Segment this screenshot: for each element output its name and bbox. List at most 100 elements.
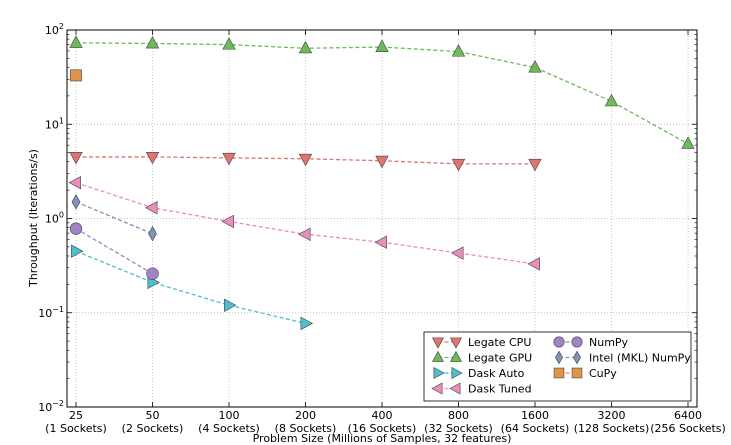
legend-label: Dask Auto — [468, 367, 525, 380]
x-tick-label: 25 — [69, 409, 83, 422]
data-point-legate-cpu — [375, 155, 389, 169]
y-tick-label: 101 — [45, 116, 64, 131]
data-point-dask-tuned — [68, 175, 81, 190]
data-point-intel-mkl-numpy — [148, 225, 157, 242]
data-point-dask-tuned — [298, 227, 311, 241]
series-layer — [68, 35, 695, 331]
legend-marker — [573, 350, 581, 365]
data-point-dask-tuned — [221, 214, 234, 229]
legend-marker — [555, 350, 563, 365]
legend-marker — [431, 382, 443, 395]
data-point-legate-cpu — [528, 158, 542, 172]
series-legate-gpu — [69, 35, 695, 149]
legend-label: Legate GPU — [468, 352, 532, 365]
legend-marker — [449, 382, 461, 395]
series-legate-cpu — [69, 151, 542, 172]
legend-marker — [449, 337, 463, 349]
legend-entry-dask-tuned: Dask Tuned — [431, 382, 532, 396]
y-axis-title: Throughput (Iterations/s) — [27, 149, 40, 288]
series-dask-tuned — [68, 175, 540, 271]
y-tick-label: 100 — [45, 211, 64, 226]
data-point-dask-tuned — [374, 235, 387, 249]
legend: Legate CPU Legate GPU Dask Auto Dask Tuned N… — [423, 331, 692, 402]
legend-marker — [571, 367, 583, 379]
series-numpy — [69, 222, 159, 280]
x-tick-sublabel: (8 Sockets) — [275, 422, 337, 435]
data-point-legate-cpu — [451, 158, 466, 172]
legend-label: NumPy — [589, 336, 629, 349]
series-line-intel-mkl-numpy — [75, 201, 153, 235]
data-point-numpy — [69, 222, 83, 235]
data-point-legate-gpu — [298, 40, 313, 54]
x-tick-label: 3200 — [598, 409, 626, 422]
legend-entry-numpy: NumPy — [553, 336, 629, 349]
data-point-legate-gpu — [69, 35, 83, 48]
y-axis: 10−2 10−1 100 101 102 — [38, 22, 697, 414]
y-tick-label: 102 — [45, 22, 64, 37]
data-point-legate-cpu — [69, 151, 83, 165]
legend-marker — [431, 337, 445, 349]
x-tick-label: 200 — [295, 409, 316, 422]
legend-label: Dask Tuned — [468, 383, 532, 396]
legend-label: CuPy — [589, 367, 617, 380]
legend-entry-legate-cpu: Legate CPU — [431, 336, 531, 349]
x-tick-label: 50 — [146, 409, 160, 422]
data-point-legate-cpu — [145, 151, 160, 165]
data-point-dask-auto — [300, 316, 313, 331]
legend-marker — [553, 367, 565, 379]
data-point-legate-gpu — [375, 39, 389, 52]
x-tick-sublabel: (16 Sockets) — [348, 422, 417, 435]
x-tick-label: 400 — [372, 409, 393, 422]
data-point-legate-gpu — [451, 44, 466, 57]
x-tick-label: 1600 — [521, 409, 549, 422]
series-dask-auto — [71, 244, 313, 331]
data-point-legate-gpu — [145, 35, 160, 49]
y-tick-label: 10−2 — [38, 399, 64, 414]
series-line-dask-tuned — [75, 182, 536, 265]
data-point-intel-mkl-numpy — [71, 194, 81, 210]
data-point-legate-gpu — [528, 60, 542, 73]
x-tick-sublabel: (2 Sockets) — [122, 422, 184, 435]
x-axis: 25(1 Sockets)50(2 Sockets)100(4 Sockets)… — [45, 30, 726, 435]
x-tick-sublabel: (4 Sockets) — [198, 422, 260, 435]
x-tick-label: 800 — [448, 409, 469, 422]
x-tick-sublabel: (128 Sockets) — [574, 422, 650, 435]
legend-marker — [571, 336, 583, 348]
x-tick-sublabel: (256 Sockets) — [650, 422, 726, 435]
x-tick-sublabel: (32 Sockets) — [424, 422, 493, 435]
x-tick-sublabel: (1 Sockets) — [45, 422, 107, 435]
data-point-dask-auto — [71, 244, 84, 258]
data-point-legate-gpu — [604, 93, 619, 107]
data-point-legate-cpu — [298, 153, 313, 167]
data-point-dask-tuned — [527, 257, 540, 271]
x-tick-label: 6400 — [674, 409, 702, 422]
data-point-dask-tuned — [145, 201, 158, 215]
legend-label: Intel (MKL) NumPy — [589, 352, 691, 365]
x-tick-label: 100 — [219, 409, 240, 422]
data-point-dask-tuned — [451, 246, 464, 260]
data-point-cupy — [70, 69, 82, 82]
data-point-legate-gpu — [681, 136, 695, 149]
legend-entry-intel-mkl-numpy: Intel (MKL) NumPy — [555, 350, 691, 365]
legend-marker — [433, 366, 445, 380]
legend-entry-legate-gpu: Legate GPU — [431, 350, 532, 365]
series-line-numpy — [75, 228, 153, 275]
data-point-legate-cpu — [222, 152, 236, 166]
legend-entry-dask-auto: Dask Auto — [433, 366, 525, 380]
x-tick-sublabel: (64 Sockets) — [501, 422, 570, 435]
legend-marker — [449, 350, 463, 362]
data-point-dask-auto — [224, 298, 237, 312]
legend-marker — [553, 336, 565, 348]
legend-marker — [451, 366, 463, 380]
data-point-numpy — [146, 267, 159, 280]
legend-entry-cupy: CuPy — [553, 367, 617, 380]
series-intel-mkl-numpy — [71, 194, 157, 242]
series-line-dask-auto — [75, 250, 306, 325]
data-point-legate-gpu — [222, 37, 236, 50]
series-cupy — [70, 69, 82, 82]
legend-marker — [431, 350, 445, 362]
x-axis-title: Problem Size (Millions of Samples, 32 fe… — [253, 432, 512, 445]
y-tick-label: 10−1 — [38, 305, 64, 320]
legend-label: Legate CPU — [468, 336, 531, 349]
